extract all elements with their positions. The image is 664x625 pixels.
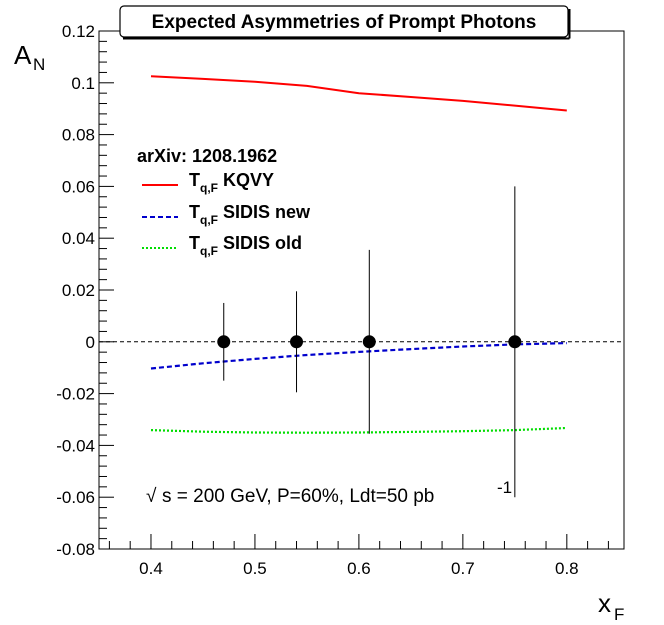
y-tick-label: -0.06	[56, 488, 95, 507]
sqrt-symbol: √	[146, 486, 157, 507]
x-tick-label: 0.7	[451, 559, 475, 578]
x-tick-label: 0.4	[139, 559, 163, 578]
y-tick-label: 0.1	[71, 74, 95, 93]
y-tick-label: -0.04	[56, 436, 95, 455]
y-tick-label: 0.04	[62, 229, 95, 248]
data-point	[362, 335, 376, 349]
title-box	[119, 5, 569, 38]
legend-label-sidis-old: Tq,F SIDIS old	[189, 233, 302, 258]
y-tick-label: 0.12	[62, 22, 95, 41]
x-axis-title: x	[598, 588, 611, 618]
x-tick-label: 0.8	[555, 559, 579, 578]
x-tick-label: 0.6	[347, 559, 371, 578]
data-point	[290, 335, 304, 349]
energy-annotation: s = 200 GeV, P=60%, Ldt=50 pb	[162, 486, 434, 507]
data-point	[217, 335, 231, 349]
series-line-sidis-new	[150, 342, 567, 370]
y-tick-label: 0.06	[62, 177, 95, 196]
data-point	[508, 335, 522, 349]
series-line-kqvy	[150, 75, 567, 112]
legend-header: arXiv: 1208.1962	[137, 146, 277, 166]
y-axis-title: A	[14, 40, 32, 70]
chart-title: Expected Asymmetries of Prompt Photons	[152, 12, 537, 33]
legend-label-kqvy: Tq,F KQVY	[189, 170, 274, 195]
energy-annotation-sup: -1	[497, 478, 512, 497]
legend-label-sidis-new: Tq,F SIDIS new	[189, 202, 311, 227]
x-tick-label: 0.5	[243, 559, 267, 578]
y-tick-label: 0.02	[62, 281, 95, 300]
y-tick-label: 0	[86, 333, 95, 352]
y-tick-label: -0.08	[56, 540, 95, 559]
x-axis-title-sub: F	[614, 605, 624, 624]
series-line-sidis-old	[150, 426, 567, 434]
y-tick-label: -0.02	[56, 385, 95, 404]
y-tick-label: 0.08	[62, 126, 95, 145]
y-axis-title-sub: N	[33, 55, 45, 74]
